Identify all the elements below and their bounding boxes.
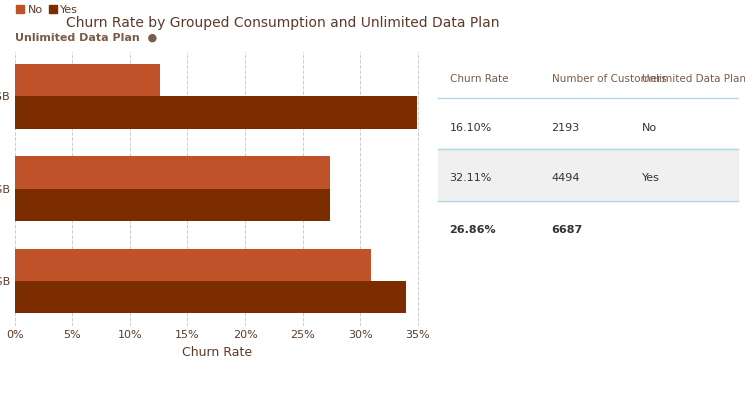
Text: 32.11%: 32.11% (449, 173, 492, 183)
Text: 2193: 2193 (551, 123, 580, 133)
Bar (15, 64, 160, 96)
Text: Yes: Yes (641, 173, 659, 183)
Text: 6687: 6687 (551, 225, 583, 235)
Text: Unlimited Data Plan: Unlimited Data Plan (641, 74, 745, 84)
Text: Churn Rate by Grouped Consumption and Unlimited Data Plan: Churn Rate by Grouped Consumption and Un… (66, 16, 500, 30)
Text: No: No (641, 123, 656, 133)
Bar (15, 156, 330, 189)
Bar (15, 249, 372, 281)
Bar (15, 96, 417, 129)
Bar (15, 189, 330, 221)
Text: 4494: 4494 (551, 173, 580, 183)
Text: 16.10%: 16.10% (449, 123, 492, 133)
Text: Number of Customers: Number of Customers (551, 74, 667, 84)
X-axis label: Churn Rate: Churn Rate (183, 346, 253, 359)
Text: Unlimited Data Plan  ●: Unlimited Data Plan ● (15, 33, 157, 43)
FancyBboxPatch shape (437, 149, 738, 201)
Text: 26.86%: 26.86% (449, 225, 496, 235)
Legend: No, Yes: No, Yes (16, 5, 78, 15)
Bar (15, 281, 406, 313)
Text: Churn Rate: Churn Rate (449, 74, 508, 84)
